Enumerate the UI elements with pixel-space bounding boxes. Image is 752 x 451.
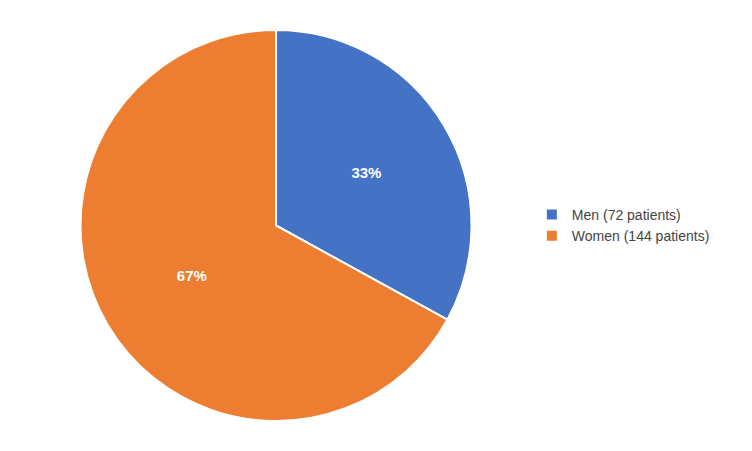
svg-text:Men (72 patients): Men (72 patients) — [572, 207, 681, 223]
svg-text:Women (144 patients): Women (144 patients) — [572, 228, 709, 244]
svg-text:33%: 33% — [351, 164, 381, 181]
svg-text:67%: 67% — [177, 267, 207, 284]
